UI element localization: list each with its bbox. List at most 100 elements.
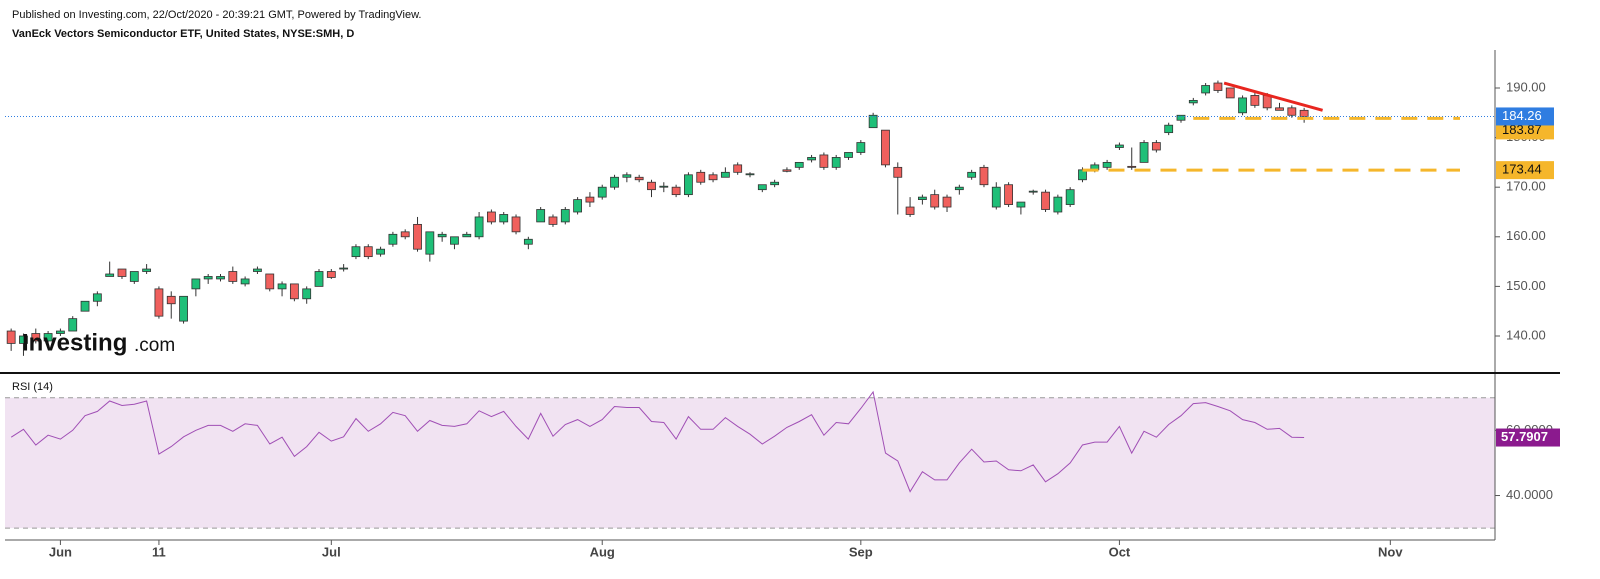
candle-body xyxy=(1115,144,1124,148)
candle-body xyxy=(868,114,878,129)
candle-body xyxy=(708,174,718,181)
candle-body xyxy=(770,181,780,186)
candle-body xyxy=(1176,114,1186,121)
candle-body xyxy=(856,142,866,153)
candle-body xyxy=(684,174,693,196)
candle-body xyxy=(166,295,176,305)
x-tick-label: Jul xyxy=(322,544,341,559)
candle-body xyxy=(179,295,188,322)
candle-body xyxy=(339,267,349,270)
candle-body xyxy=(129,271,139,282)
candle-body xyxy=(905,206,915,215)
candle-body xyxy=(351,246,361,258)
candle-body xyxy=(831,157,841,168)
candle-body xyxy=(228,271,238,282)
candle-body xyxy=(844,152,853,158)
candle-body xyxy=(979,166,989,186)
published-note: Published on Investing.com, 22/Oct/2020 … xyxy=(12,9,421,21)
level-label-bg xyxy=(1496,161,1554,180)
candle-body xyxy=(105,273,115,277)
candle-body xyxy=(757,184,767,191)
candle-body xyxy=(363,246,373,258)
candle-body xyxy=(647,181,656,191)
candle-body xyxy=(487,211,496,223)
candle-body xyxy=(696,171,706,183)
candle-body xyxy=(548,216,558,225)
candle-body xyxy=(19,335,28,344)
candle-body xyxy=(634,176,644,181)
x-tick-label: Nov xyxy=(1378,544,1403,559)
candle-body xyxy=(474,216,484,238)
candle-body xyxy=(1016,201,1026,208)
candle-body xyxy=(573,199,583,213)
candle-body xyxy=(881,129,890,166)
candle-body xyxy=(720,171,730,178)
candle-body xyxy=(499,214,509,223)
candle-body xyxy=(1127,165,1137,168)
x-tick-label: Jun xyxy=(49,544,72,559)
candle-body xyxy=(43,333,53,342)
candle-body xyxy=(560,209,570,223)
candle-body xyxy=(1139,142,1149,163)
candle-body xyxy=(1201,85,1211,94)
y-tick-label: 160.00 xyxy=(1506,228,1546,243)
candle-body xyxy=(326,271,336,278)
candle-body xyxy=(265,273,275,290)
level-label-bg xyxy=(1496,121,1554,140)
candle-body xyxy=(597,186,607,198)
level-label: 173.44 xyxy=(1502,162,1542,177)
candle-body xyxy=(930,194,940,208)
candle-body xyxy=(154,288,164,317)
candle-body xyxy=(942,196,952,208)
candle-body xyxy=(68,318,78,332)
y-tick-label: 170.00 xyxy=(1506,179,1546,194)
candle-body xyxy=(1102,161,1112,168)
candle-body xyxy=(462,233,472,238)
candle-body xyxy=(253,268,262,272)
candle-body xyxy=(289,283,299,300)
candle-body xyxy=(92,293,102,302)
candle-body xyxy=(117,268,127,277)
candle-body xyxy=(302,288,312,300)
candle-body xyxy=(240,278,250,285)
candle-body xyxy=(1250,95,1260,106)
candle-body xyxy=(794,161,804,168)
candle-body xyxy=(56,330,65,334)
candle-body xyxy=(1053,196,1063,213)
watermark: Investing xyxy=(22,329,127,356)
last-price-label: 184.26 xyxy=(1502,108,1542,123)
candle-body xyxy=(80,300,90,312)
last-price-label-bg xyxy=(1496,107,1554,126)
level-label: 183.87 xyxy=(1502,122,1542,137)
candle-body xyxy=(1275,107,1284,111)
x-tick-label: 11 xyxy=(152,544,166,559)
rsi-line xyxy=(10,390,1305,493)
candle-body xyxy=(1041,191,1050,210)
trendline xyxy=(1223,81,1324,112)
y-tick-label: 150.00 xyxy=(1506,278,1546,293)
candle-body xyxy=(671,186,681,196)
candle-body xyxy=(203,276,213,280)
candle-body xyxy=(536,209,546,223)
y-tick-label: 40.0000 xyxy=(1506,487,1553,502)
candle-body xyxy=(216,276,225,280)
candle-body xyxy=(1164,124,1174,134)
candle-body xyxy=(523,238,533,245)
candle-body xyxy=(1151,142,1161,151)
candle-body xyxy=(893,166,903,178)
candle-body xyxy=(1028,190,1038,193)
candle-body xyxy=(1188,99,1198,104)
candle-body xyxy=(376,248,385,255)
candle-body xyxy=(1004,184,1013,205)
candle-body xyxy=(610,176,619,188)
rsi-band xyxy=(5,397,1495,529)
candle-body xyxy=(437,233,447,238)
x-tick-label: Aug xyxy=(590,544,615,559)
candle-body xyxy=(425,231,435,255)
candle-body xyxy=(1238,97,1247,114)
watermark-suffix: .com xyxy=(134,335,175,356)
candle-body xyxy=(967,171,977,178)
candle-body xyxy=(745,173,755,176)
candle-body xyxy=(6,330,16,344)
